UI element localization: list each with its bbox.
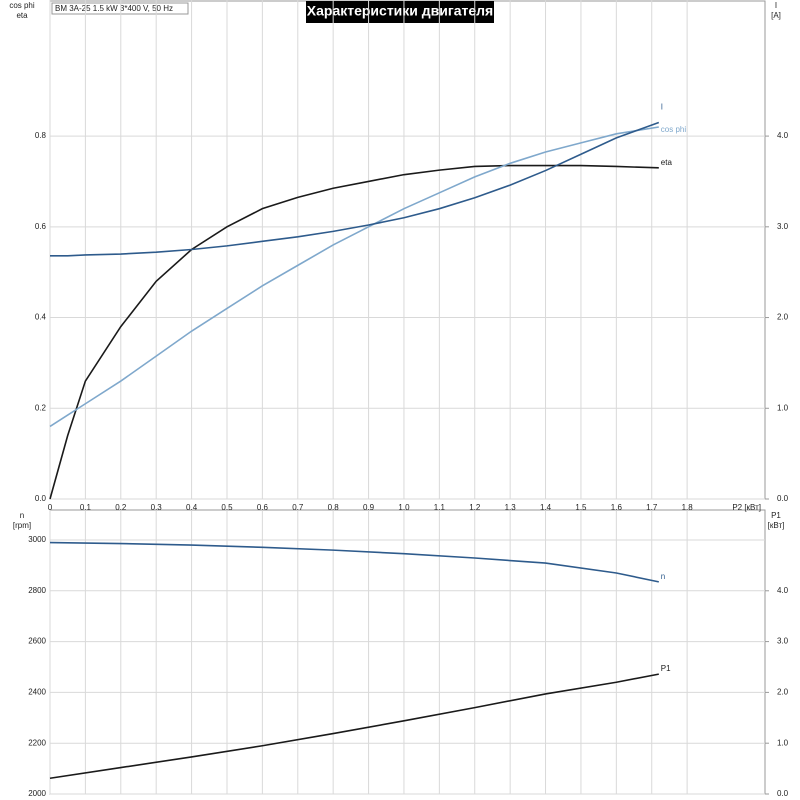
y-tick-label: 2800 <box>28 586 46 595</box>
y2-tick-label: 0.0 <box>777 789 789 798</box>
y2-tick-label: 4.0 <box>777 586 789 595</box>
x-tick-label: 0,9 <box>363 503 375 512</box>
y-axis-label: cos phi <box>9 1 35 10</box>
y2-axis-label: [A] <box>771 11 781 20</box>
x-tick-label: 0,6 <box>257 503 269 512</box>
x-tick-label: 0,8 <box>328 503 340 512</box>
x-tick-label: 0,3 <box>151 503 163 512</box>
x-tick-label: 0,7 <box>292 503 304 512</box>
y-axis-label: n <box>20 511 24 520</box>
y-tick-label: 0.4 <box>35 313 47 322</box>
top-frame <box>49 0 766 500</box>
y2-axis-label: I <box>775 1 777 10</box>
subtitle-box <box>51 2 189 15</box>
x-tick-label: 0,2 <box>115 503 127 512</box>
y-tick-label: 0.2 <box>35 403 47 412</box>
x-tick-label: 1,2 <box>469 503 481 512</box>
chart-title: Характеристики двигателя <box>307 3 493 19</box>
y2-tick-label: 2.0 <box>777 313 789 322</box>
subtitle: BM 3A-25 1.5 kW 3*400 V, 50 Hz <box>55 4 173 13</box>
y2-tick-label: 3.0 <box>777 222 789 231</box>
y-tick-label: 2000 <box>28 789 46 798</box>
y-tick-label: 0.0 <box>35 494 47 503</box>
series-label: P1 <box>661 664 671 673</box>
series-line <box>49 541 659 583</box>
series-line <box>50 121 660 257</box>
x-tick-label: 1,1 <box>434 503 446 512</box>
y-tick-label: 2200 <box>28 738 46 747</box>
y2-tick-label: 4.0 <box>777 131 789 140</box>
x-tick-label: 0,5 <box>221 503 233 512</box>
y-tick-label: 2400 <box>28 687 46 696</box>
x-tick-label: 0,1 <box>80 503 92 512</box>
bottom-frame <box>49 509 766 795</box>
title-box <box>306 1 494 23</box>
y-tick-label: 0.8 <box>35 131 47 140</box>
x-tick-label: 1,4 <box>540 503 552 512</box>
x-tick-label: 1,5 <box>575 503 587 512</box>
y2-tick-label: 3.0 <box>777 637 789 646</box>
y2-axis-label: [кВт] <box>768 521 785 530</box>
y-axis-label: eta <box>16 11 28 20</box>
series-label: I <box>661 103 663 112</box>
y-tick-label: 2600 <box>28 637 46 646</box>
x-tick-label: 1,6 <box>611 503 623 512</box>
series-label: cos phi <box>661 125 687 134</box>
x-axis-label: P2 [кВт] <box>732 503 761 512</box>
x-tick-label: 1,3 <box>505 503 517 512</box>
series-label: eta <box>661 158 673 167</box>
series-line <box>49 164 659 500</box>
y-axis-label: [rpm] <box>13 521 31 530</box>
y2-tick-label: 1.0 <box>777 738 789 747</box>
x-tick-label: 1,0 <box>398 503 410 512</box>
y2-tick-label: 2.0 <box>777 687 789 696</box>
y2-tick-label: 1.0 <box>777 403 789 412</box>
series-line <box>49 673 659 780</box>
x-tick-label: 0 <box>48 503 53 512</box>
y-tick-label: 3000 <box>28 535 46 544</box>
y-tick-label: 0.6 <box>35 222 47 231</box>
y2-axis-label: P1 <box>771 511 781 520</box>
x-tick-label: 1,7 <box>646 503 658 512</box>
y2-tick-label: 0.0 <box>777 494 789 503</box>
series-label: n <box>661 572 665 581</box>
x-tick-label: 1,8 <box>682 503 694 512</box>
x-tick-label: 0,4 <box>186 503 198 512</box>
series-line <box>49 126 659 428</box>
